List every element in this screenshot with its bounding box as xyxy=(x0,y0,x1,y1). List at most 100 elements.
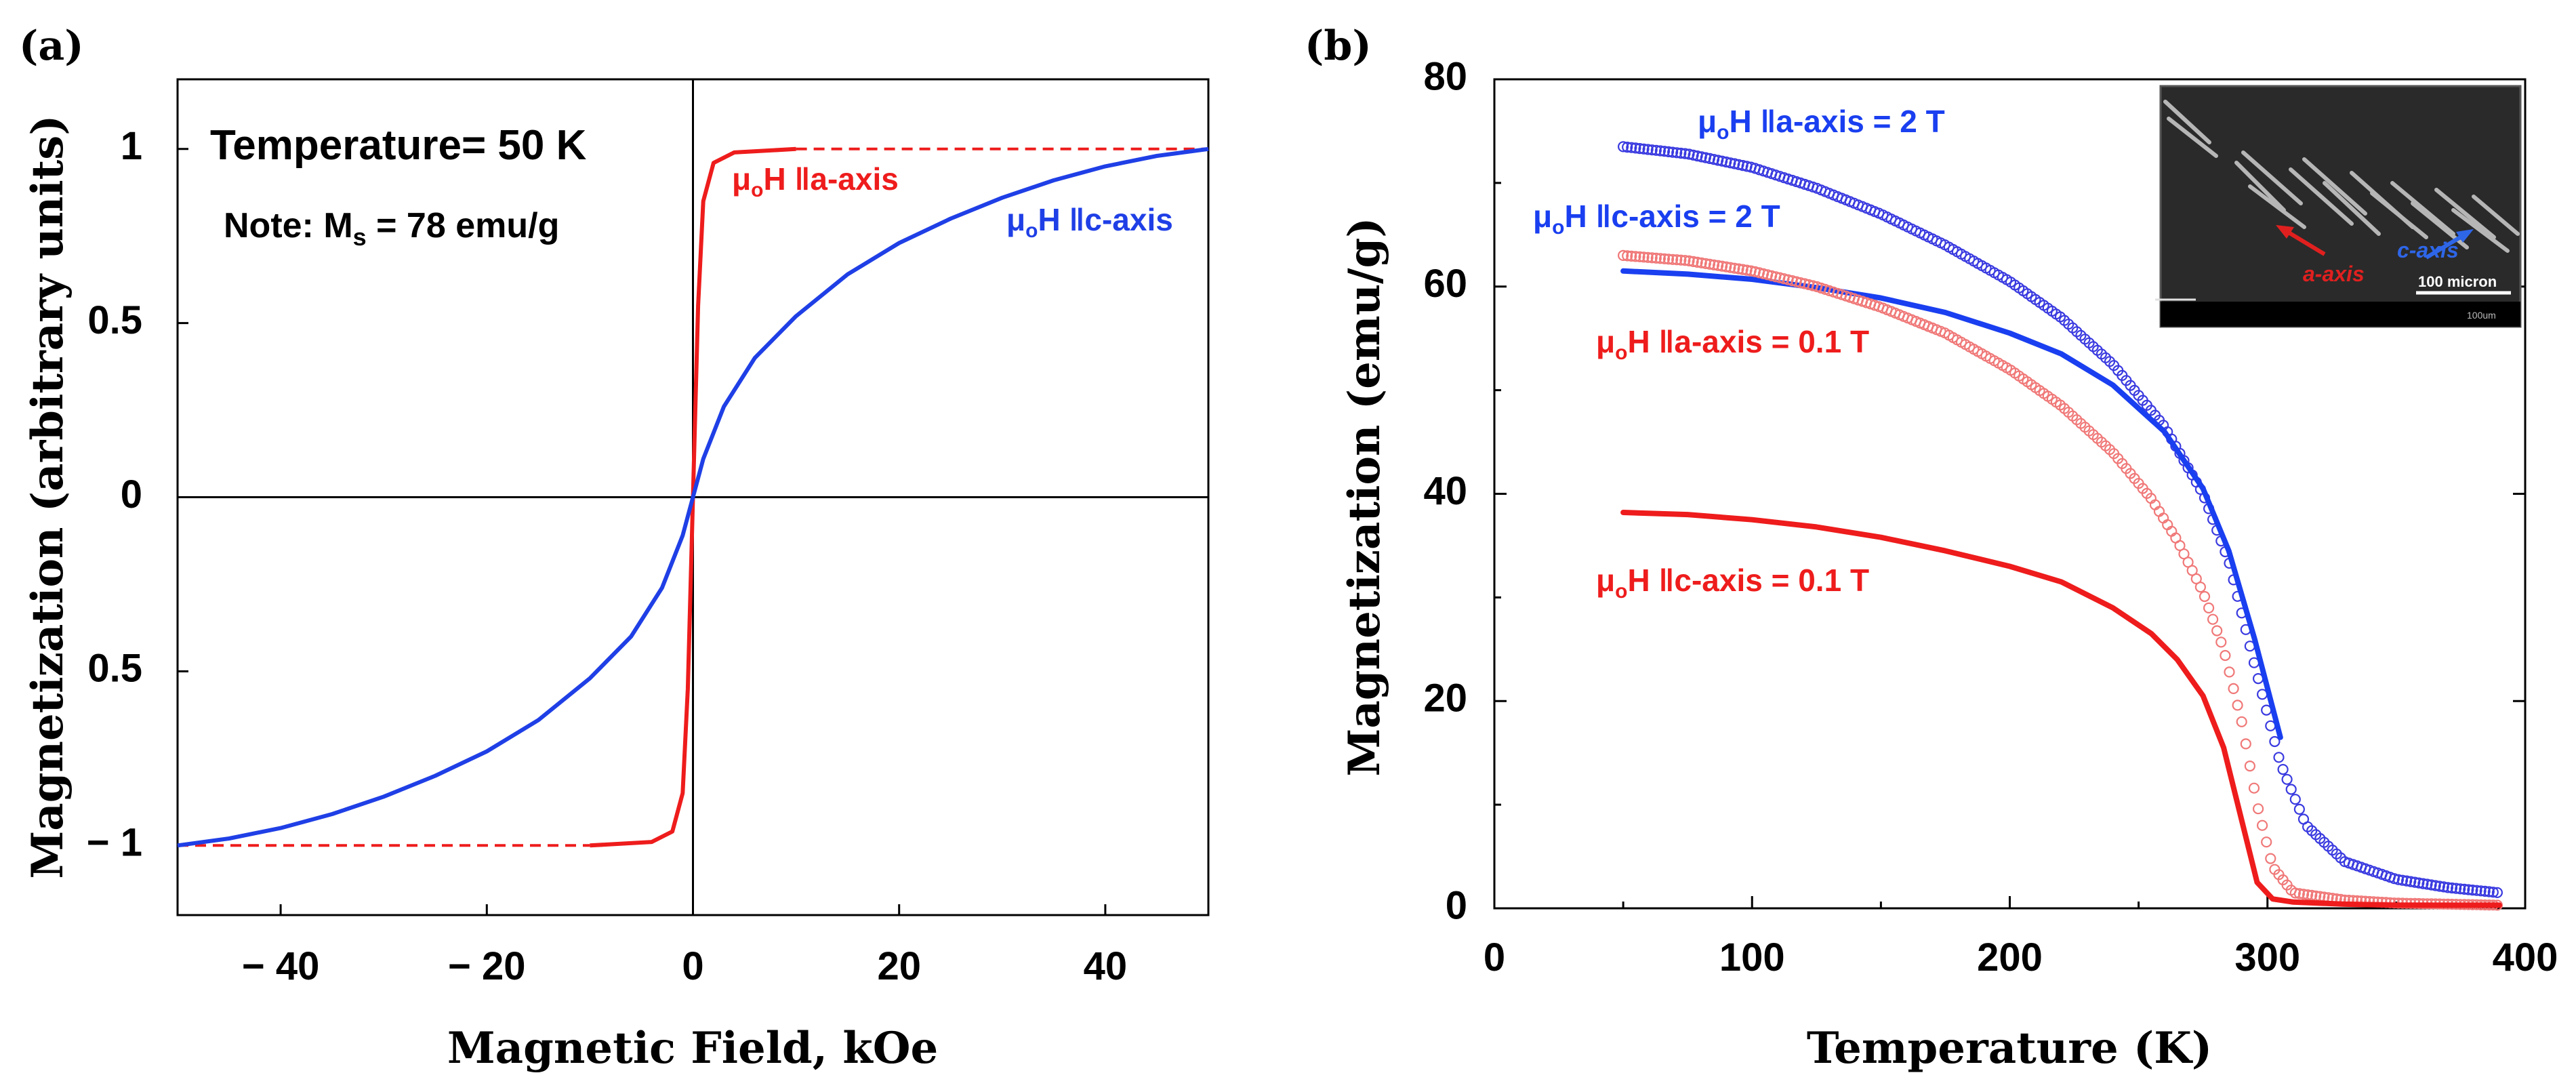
panel-a-x-tick-label: 20 xyxy=(877,944,921,988)
a-axis-2T-point xyxy=(2426,879,2437,891)
a-axis-0.1T-point xyxy=(1745,265,1757,277)
a-axis-2T-point xyxy=(2467,884,2478,896)
panel-b-x-tick-label: 400 xyxy=(2493,935,2558,979)
a-axis-0.1T-point xyxy=(1683,255,1695,266)
c-axis-2T-line xyxy=(1620,268,2283,740)
a-axis-0.1T-point xyxy=(1646,252,1658,264)
a-axis-2T-point xyxy=(1683,148,1695,160)
a-axis-0.1T-point xyxy=(2261,836,2272,848)
a-axis-0.1T-point xyxy=(1708,259,1720,270)
a-axis-2T-point xyxy=(1662,146,1675,157)
a-axis-2T-point xyxy=(2417,878,2429,889)
panel-b-y-tick-label: 20 xyxy=(1423,676,1467,721)
a-axis-2T-point xyxy=(1618,141,1629,153)
a-axis-2T-point xyxy=(2434,881,2445,892)
a-axis-2T-point xyxy=(2455,883,2466,895)
a-axis-0.1T-point xyxy=(1729,262,1740,274)
a-axis-2T-point xyxy=(1721,156,1732,168)
a-axis-2T-point xyxy=(1696,151,1707,163)
a-axis-2T-point xyxy=(1708,154,1720,165)
a-axis-2T-point xyxy=(1717,155,1728,167)
panel-b-y-tick-label: 0 xyxy=(1446,883,1467,927)
a-axis-2T-point xyxy=(1729,158,1740,169)
panel-b: (b) 0 20 40 60 80 0 100 200 300 400 Temp… xyxy=(1305,22,2558,1074)
a-axis-2T-point xyxy=(1638,143,1650,155)
panel-b-x-tick-label: 0 xyxy=(1484,935,1505,979)
panel-a-y-tick-label: 1 xyxy=(121,124,142,168)
a-axis-2T-point xyxy=(1654,145,1666,157)
note-prefix: Note: M xyxy=(224,206,353,245)
panel-a-a-axis-series-label: μoH ‖a-axis xyxy=(732,161,899,201)
a-axis-2T-point xyxy=(1671,147,1683,159)
panel-a: (a) − 1 0.5 0 0.5 1 − 40 − 20 0 20 40 Ma… xyxy=(19,22,1210,1074)
a-axis-0.1T-point xyxy=(1650,252,1662,264)
panel-a-note-annotation: Note: Ms = 78 emu/g xyxy=(224,206,559,251)
a-axis-0.1T-point xyxy=(1725,262,1736,273)
a-axis-2T-point xyxy=(1630,142,1641,154)
panel-a-x-tick-label: 40 xyxy=(1084,944,1128,988)
panel-b-series xyxy=(1618,141,2503,911)
a-axis-0.1T-point xyxy=(1675,254,1687,266)
a-axis-2T-point xyxy=(2487,887,2499,898)
inset-scale-bar-label: 100 micron xyxy=(2418,273,2497,290)
a-axis-2T-point xyxy=(2289,794,2301,805)
a-axis-0.1T-point xyxy=(1662,254,1675,265)
panel-b-y-tick-label: 80 xyxy=(1423,54,1467,98)
a-axis-0.1T-point xyxy=(2228,683,2239,695)
panel-b-inset-image: 100 micron 100um a-axis c-axis xyxy=(2155,85,2522,328)
a-axis-2T-point xyxy=(1658,146,1671,157)
a-axis-0.1T-point xyxy=(1654,253,1666,264)
panel-b-y-tick-label: 40 xyxy=(1423,469,1467,513)
panel-a-x-tick-label: 0 xyxy=(682,944,703,988)
a-axis-0.1T-point xyxy=(1717,260,1728,272)
a-axis-0.1T-point xyxy=(2211,625,2223,636)
a-axis-2T-point xyxy=(1713,155,1724,166)
a-axis-0.1T-point xyxy=(1671,254,1683,266)
a-axis-2T-point xyxy=(2421,878,2433,890)
a-axis-0.1T-point xyxy=(1626,250,1637,262)
a-axis-0.1T-point xyxy=(1642,251,1654,263)
a-axis-2T-point xyxy=(2442,882,2453,893)
a-axis-2T-point xyxy=(2277,763,2289,775)
a-axis-2T-point xyxy=(2413,877,2425,889)
a-axis-0.1T-point xyxy=(2207,613,2219,625)
a-axis-0.1T-point xyxy=(2240,738,2251,750)
a-axis-0.1T-point xyxy=(2297,889,2310,900)
panel-b-x-tick-label: 300 xyxy=(2234,935,2300,979)
a-axis-0.1T-point xyxy=(2289,887,2301,899)
a-axis-2T-point xyxy=(1634,143,1645,155)
a-axis-0.1T-point xyxy=(1618,249,1629,261)
a-axis-2T-point xyxy=(1725,157,1736,169)
a-axis-2T-point xyxy=(1626,142,1637,153)
a-axis-2T-point xyxy=(2463,884,2474,895)
a-axis-0.1T-point xyxy=(2194,581,2206,593)
panel-b-c-axis-2T-label: μoH ‖c-axis = 2 T xyxy=(1533,199,1780,239)
panel-a-y-axis-title: Magnetization (arbitrary units) xyxy=(22,115,73,878)
panel-b-ticks xyxy=(1493,78,2527,910)
a-axis-0.1T-point xyxy=(1630,251,1641,262)
a-axis-2T-point xyxy=(2409,876,2421,888)
a-axis-2T-point xyxy=(2405,876,2417,887)
panel-a-y-tick-label: 0.5 xyxy=(87,647,142,691)
a-axis-2T-point xyxy=(1704,153,1715,164)
a-axis-2T-point xyxy=(2285,784,2297,795)
a-axis-2T-point xyxy=(2451,883,2462,894)
panel-a-x-tick-label: − 20 xyxy=(448,944,526,988)
a-axis-0.1T-point xyxy=(2203,602,2215,614)
a-axis-0.1T-point xyxy=(1692,256,1703,268)
a-axis-0.1T-point xyxy=(2257,820,2268,831)
panel-b-y-tick-label: 60 xyxy=(1423,262,1467,306)
panel-b-a-axis-0.1T-label: μoH ‖a-axis = 0.1 T xyxy=(1596,324,1869,364)
a-axis-2T-point xyxy=(2388,873,2400,885)
panel-b-x-axis-title: Temperature (K) xyxy=(1807,1023,2212,1074)
inset-c-axis-label: c-axis xyxy=(2397,238,2459,262)
a-axis-0.1T-point xyxy=(1757,268,1770,279)
a-axis-0.1T-point xyxy=(1700,258,1711,269)
panel-b-c-axis-0.1T-label: μoH ‖c-axis = 0.1 T xyxy=(1596,563,1869,603)
a-axis-2T-point xyxy=(1650,144,1662,156)
inset-a-axis-arrow xyxy=(2284,228,2326,256)
panel-a-y-tick-label: 0 xyxy=(121,472,142,517)
a-axis-2T-point xyxy=(2392,874,2404,885)
inset-c-axis-arrowhead xyxy=(2456,229,2474,243)
